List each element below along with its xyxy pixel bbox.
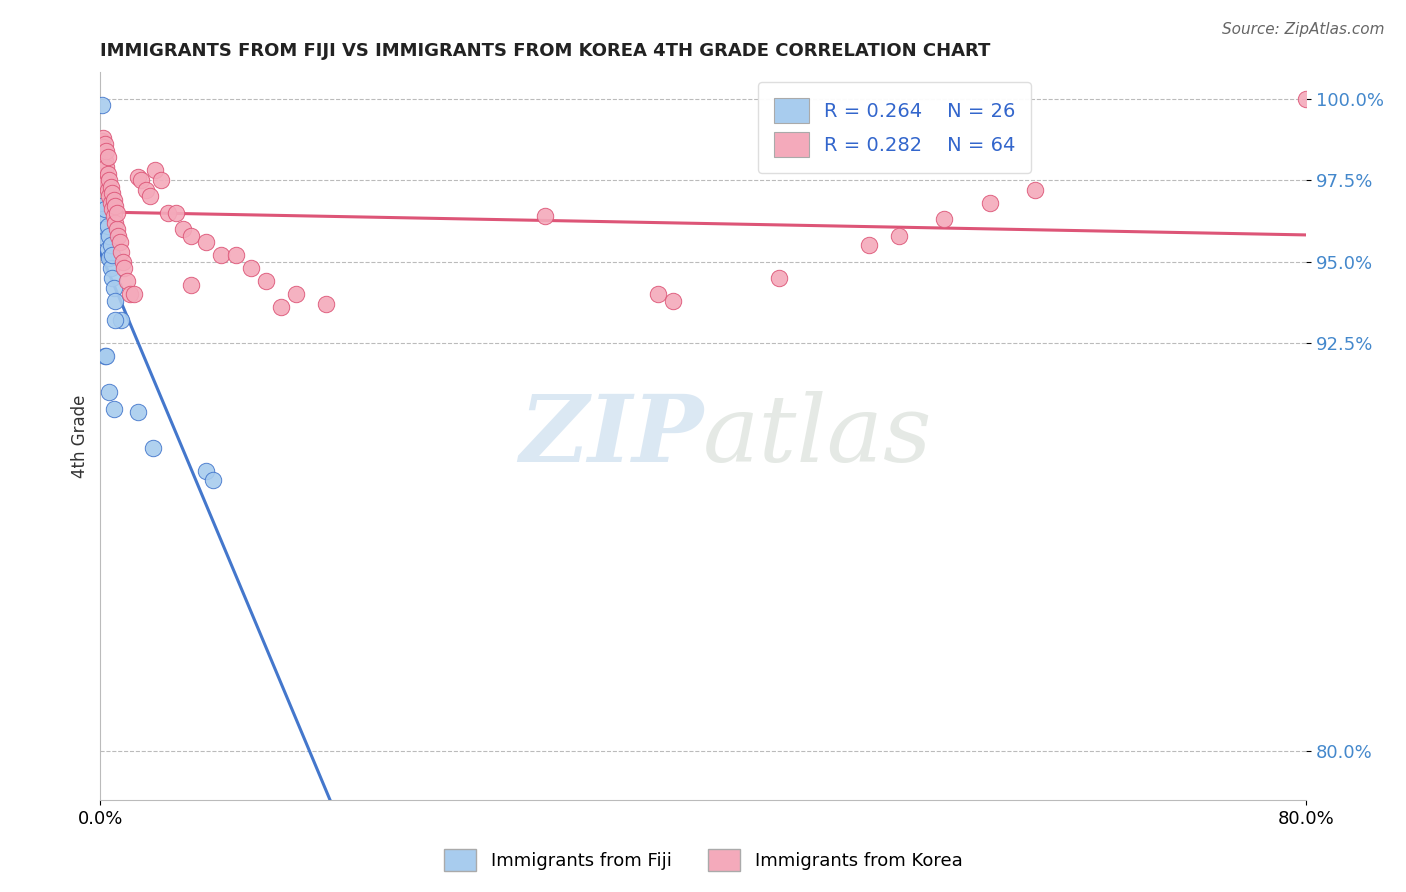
Point	[1024, 183, 1046, 197]
Point	[98, 385, 121, 400]
Legend: Immigrants from Fiji, Immigrants from Korea: Immigrants from Fiji, Immigrants from Ko…	[436, 842, 970, 879]
Point	[97, 150, 120, 164]
Point	[103, 401, 125, 416]
Point	[157, 206, 180, 220]
Point	[934, 212, 956, 227]
Point	[98, 173, 121, 187]
Legend: R = 0.264    N = 26, R = 0.282    N = 64: R = 0.264 N = 26, R = 0.282 N = 64	[758, 82, 1031, 173]
Point	[97, 167, 120, 181]
Point	[101, 186, 124, 201]
Text: ZIP: ZIP	[519, 392, 703, 482]
Point	[100, 196, 122, 211]
Point	[180, 228, 202, 243]
Point	[110, 244, 132, 259]
Point	[270, 301, 292, 315]
Point	[254, 274, 277, 288]
Point	[194, 235, 217, 249]
Point	[135, 183, 157, 197]
Point	[94, 350, 117, 364]
Point	[858, 238, 880, 252]
Point	[110, 313, 132, 327]
Point	[180, 277, 202, 292]
Point	[120, 287, 142, 301]
Point	[647, 287, 669, 301]
Point	[979, 196, 1001, 211]
Point	[94, 137, 117, 152]
Point	[93, 163, 115, 178]
Point	[142, 441, 165, 455]
Point	[98, 228, 121, 243]
Point	[104, 313, 127, 327]
Point	[96, 350, 118, 364]
Point	[129, 173, 152, 187]
Point	[1295, 91, 1317, 105]
Point	[103, 193, 125, 207]
Point	[105, 222, 128, 236]
Point	[93, 140, 115, 154]
Point	[209, 248, 232, 262]
Point	[101, 248, 124, 262]
Point	[98, 252, 121, 266]
Point	[94, 222, 117, 236]
Point	[108, 235, 131, 249]
Point	[97, 219, 120, 233]
Point	[127, 405, 149, 419]
Point	[534, 209, 557, 223]
Point	[98, 189, 121, 203]
Point	[96, 232, 118, 246]
Point	[194, 464, 217, 478]
Point	[105, 206, 128, 220]
Point	[143, 163, 166, 178]
Text: atlas: atlas	[703, 392, 932, 482]
Point	[90, 199, 112, 213]
Text: Source: ZipAtlas.com: Source: ZipAtlas.com	[1222, 22, 1385, 37]
Point	[139, 189, 162, 203]
Point	[100, 261, 122, 276]
Point	[93, 212, 115, 227]
Point	[101, 202, 124, 217]
Point	[97, 183, 120, 197]
Point	[662, 293, 685, 308]
Point	[172, 222, 194, 236]
Point	[103, 209, 125, 223]
Text: IMMIGRANTS FROM FIJI VS IMMIGRANTS FROM KOREA 4TH GRADE CORRELATION CHART: IMMIGRANTS FROM FIJI VS IMMIGRANTS FROM …	[100, 42, 991, 60]
Point	[240, 261, 263, 276]
Point	[100, 179, 122, 194]
Point	[97, 242, 120, 256]
Point	[104, 199, 127, 213]
Point	[104, 293, 127, 308]
Point	[111, 254, 134, 268]
Point	[104, 215, 127, 229]
Point	[889, 228, 911, 243]
Point	[107, 228, 129, 243]
Point	[93, 147, 115, 161]
Point	[96, 160, 118, 174]
Point	[96, 177, 118, 191]
Point	[114, 261, 136, 276]
Point	[122, 287, 145, 301]
Point	[103, 281, 125, 295]
Point	[94, 153, 117, 168]
Point	[94, 169, 117, 184]
Point	[100, 238, 122, 252]
Point	[90, 98, 112, 112]
Point	[225, 248, 247, 262]
Point	[315, 297, 337, 311]
Point	[149, 173, 172, 187]
Point	[127, 169, 149, 184]
Point	[94, 202, 117, 217]
Point	[96, 144, 118, 158]
Point	[165, 206, 187, 220]
Point	[90, 134, 112, 148]
Point	[93, 130, 115, 145]
Point	[285, 287, 308, 301]
Point	[117, 274, 139, 288]
Point	[768, 271, 790, 285]
Y-axis label: 4th Grade: 4th Grade	[72, 394, 89, 478]
Point	[90, 157, 112, 171]
Point	[101, 271, 124, 285]
Point	[202, 474, 225, 488]
